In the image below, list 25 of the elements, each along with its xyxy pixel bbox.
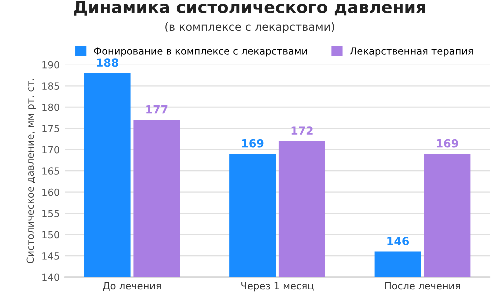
data-label: 177 [146,106,168,114]
y-tick-label: 175 [42,125,60,132]
y-tick-label: 145 [42,252,60,260]
y-tick-label: 170 [42,146,60,154]
data-label: 169 [242,139,264,148]
y-tick-label: 160 [42,188,60,196]
x-tick-label: До лечения [103,282,161,292]
legend-label: Фонирование в комплексе с лекарствами [94,48,308,57]
x-tick-label: После лечения [386,282,460,290]
x-tick-label: Через 1 месяц [242,282,314,292]
y-axis-title: Систолическое давление, мм рт. ст. [26,79,36,264]
y-tick-label: 180 [42,104,60,112]
data-label: 146 [388,237,410,246]
y-tick-label: 150 [42,231,60,239]
chart-subtitle: (в комплексе с лекарствами) [166,22,334,34]
y-tick-label: 190 [42,61,60,69]
y-tick-label: 155 [42,210,60,218]
data-label: 188 [97,58,118,68]
data-label: 169 [437,139,458,148]
y-tick-label: 140 [42,274,60,282]
y-tick-label: 165 [42,168,60,175]
y-tick-label: 185 [42,82,60,90]
data-label: 172 [292,126,313,135]
chart-title: Динамика систолического давления [74,1,426,16]
legend-label: Лекарственная терапия [350,48,473,57]
